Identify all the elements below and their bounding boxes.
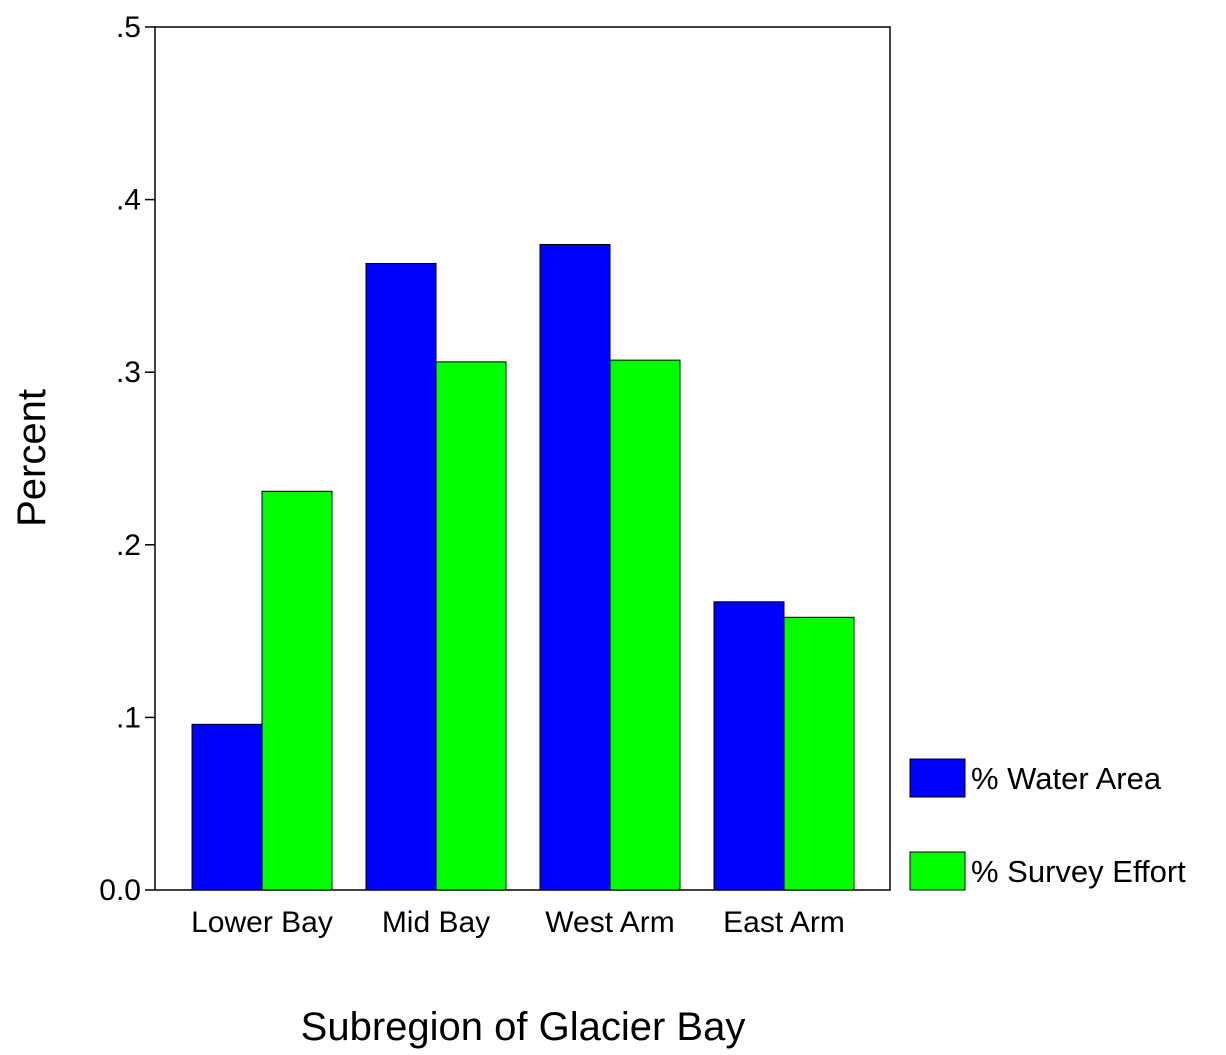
y-tick-label: .5 bbox=[116, 11, 141, 44]
y-tick-label: .1 bbox=[116, 701, 141, 734]
bars bbox=[191, 243, 855, 891]
legend-label: % Survey Effort bbox=[971, 854, 1186, 889]
x-tick-label: Mid Bay bbox=[382, 906, 490, 939]
x-axis-title: Subregion of Glacier Bay bbox=[301, 1005, 746, 1049]
x-tick-label: Lower Bay bbox=[191, 906, 333, 939]
y-axis-title: Percent bbox=[10, 389, 54, 527]
bar-survey-effort-lower-bay bbox=[261, 490, 333, 891]
legend: % Water Area % Survey Effort bbox=[909, 758, 1186, 891]
x-tick-label: West Arm bbox=[545, 906, 674, 939]
legend-swatch bbox=[909, 851, 966, 891]
bar-survey-effort-west-arm bbox=[609, 359, 681, 891]
bar-water-area-west-arm bbox=[539, 243, 611, 891]
bar-survey-effort-mid-bay bbox=[435, 361, 507, 891]
legend-swatch bbox=[909, 758, 966, 798]
bar-water-area-mid-bay bbox=[365, 262, 437, 891]
y-tick-label: .3 bbox=[116, 356, 141, 389]
y-tick-label: .4 bbox=[116, 184, 141, 217]
y-tick-label: .2 bbox=[116, 529, 141, 562]
x-tick-label: East Arm bbox=[723, 906, 845, 939]
bar-water-area-lower-bay bbox=[191, 723, 263, 891]
x-axis: Lower Bay Mid Bay West Arm East Arm bbox=[191, 906, 845, 939]
y-axis: 0.0 .1 .2 .3 .4 .5 bbox=[99, 11, 155, 907]
y-tick-label: 0.0 bbox=[99, 874, 141, 907]
legend-label: % Water Area bbox=[971, 761, 1162, 796]
bar-survey-effort-east-arm bbox=[783, 616, 855, 891]
bar-water-area-east-arm bbox=[713, 601, 785, 891]
